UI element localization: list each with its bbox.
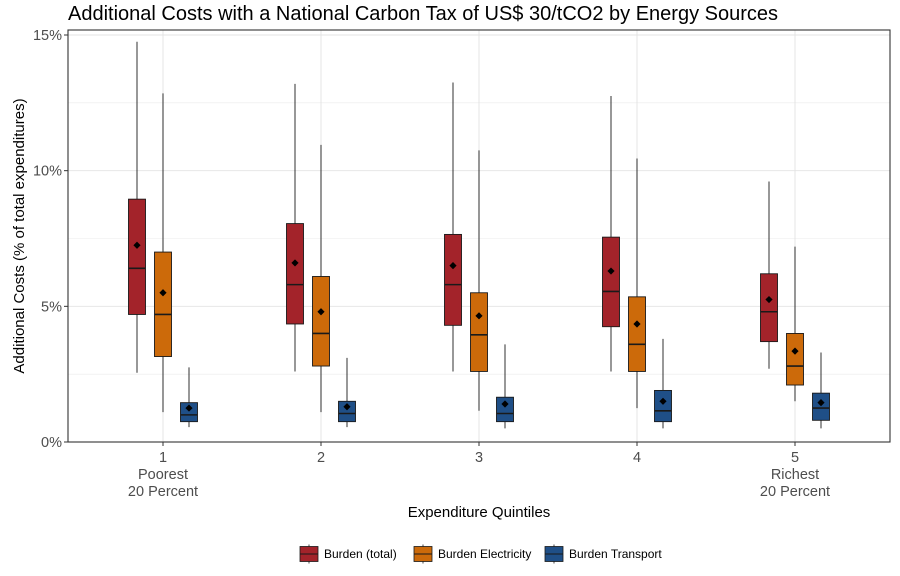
x-tick-sublabel: Poorest [138,467,188,483]
y-tick-label: 5% [41,299,62,315]
box-body [470,292,488,372]
box-burden-transport-2 [338,357,356,428]
box-burden-total--5 [760,181,778,369]
x-tick-label: 4 [633,450,641,466]
chart-title: Additional Costs with a National Carbon … [68,3,778,25]
box-body [338,400,356,423]
box-body [654,389,672,423]
x-tick-sublabel: 20 Percent [128,484,198,500]
mean-marker [449,262,457,270]
box-body [286,223,304,325]
y-tick-label: 10% [33,164,62,180]
box-body [628,296,646,372]
x-tick-sublabel: 20 Percent [760,484,830,500]
legend-item-2: Burden Electricity [413,544,531,564]
mean-marker [185,404,193,412]
mean-marker [291,259,299,267]
plot-panel [67,29,891,443]
box-body [180,402,198,423]
box-burden-transport-3 [496,344,514,429]
mean-marker [791,347,799,355]
mean-marker [317,308,325,316]
x-axis-title: Expenditure Quintiles [408,504,551,521]
x-tick-sublabel: Richest [771,467,819,483]
legend: Burden (total) Burden Electricity Burden T… [299,544,662,564]
legend-label: Burden (total) [324,547,397,561]
mean-marker [765,295,773,304]
box-body [128,198,146,315]
box-burden-electricity-4 [628,158,646,409]
box-burden-electricity-5 [786,246,804,402]
x-tick-label: 1 [159,450,167,466]
box-body [760,273,778,343]
mean-marker [817,399,825,407]
box-body [312,276,330,367]
x-tick-label: 2 [317,450,325,466]
y-axis: 0% 5% 10% 15% [33,28,68,451]
mean-marker [159,289,167,297]
box-burden-total--3 [444,82,462,372]
y-tick-label: 15% [33,28,62,44]
x-tick-label: 3 [475,450,483,466]
box-body [812,392,830,421]
box-burden-electricity-3 [470,150,488,411]
box-body [602,236,620,328]
box-burden-transport-4 [654,338,672,429]
box-body [496,396,514,423]
box-groups [128,41,830,429]
mean-marker [133,241,141,249]
mean-marker [633,320,641,328]
box-body [786,333,804,386]
mean-marker [343,403,351,411]
x-tick-label: 5 [791,450,799,466]
box-burden-total--1 [128,41,146,373]
box-burden-transport-5 [812,352,830,429]
box-body [444,233,462,326]
mean-marker [607,267,615,275]
legend-label: Burden Electricity [438,547,531,561]
box-burden-electricity-2 [312,144,330,413]
mean-marker [501,400,509,408]
y-axis-title: Additional Costs (% of total expenditure… [11,98,28,373]
mean-marker [659,397,667,405]
legend-item-3: Burden Transport [544,544,662,564]
box-burden-total--4 [602,96,620,372]
box-burden-transport-1 [180,367,198,428]
legend-label: Burden Transport [569,547,662,561]
legend-item-1: Burden (total) [299,544,397,564]
box-burden-electricity-1 [154,93,172,413]
box-burden-total--2 [286,83,304,372]
y-tick-label: 0% [41,435,62,451]
box-body [154,251,172,357]
mean-marker [475,312,483,320]
